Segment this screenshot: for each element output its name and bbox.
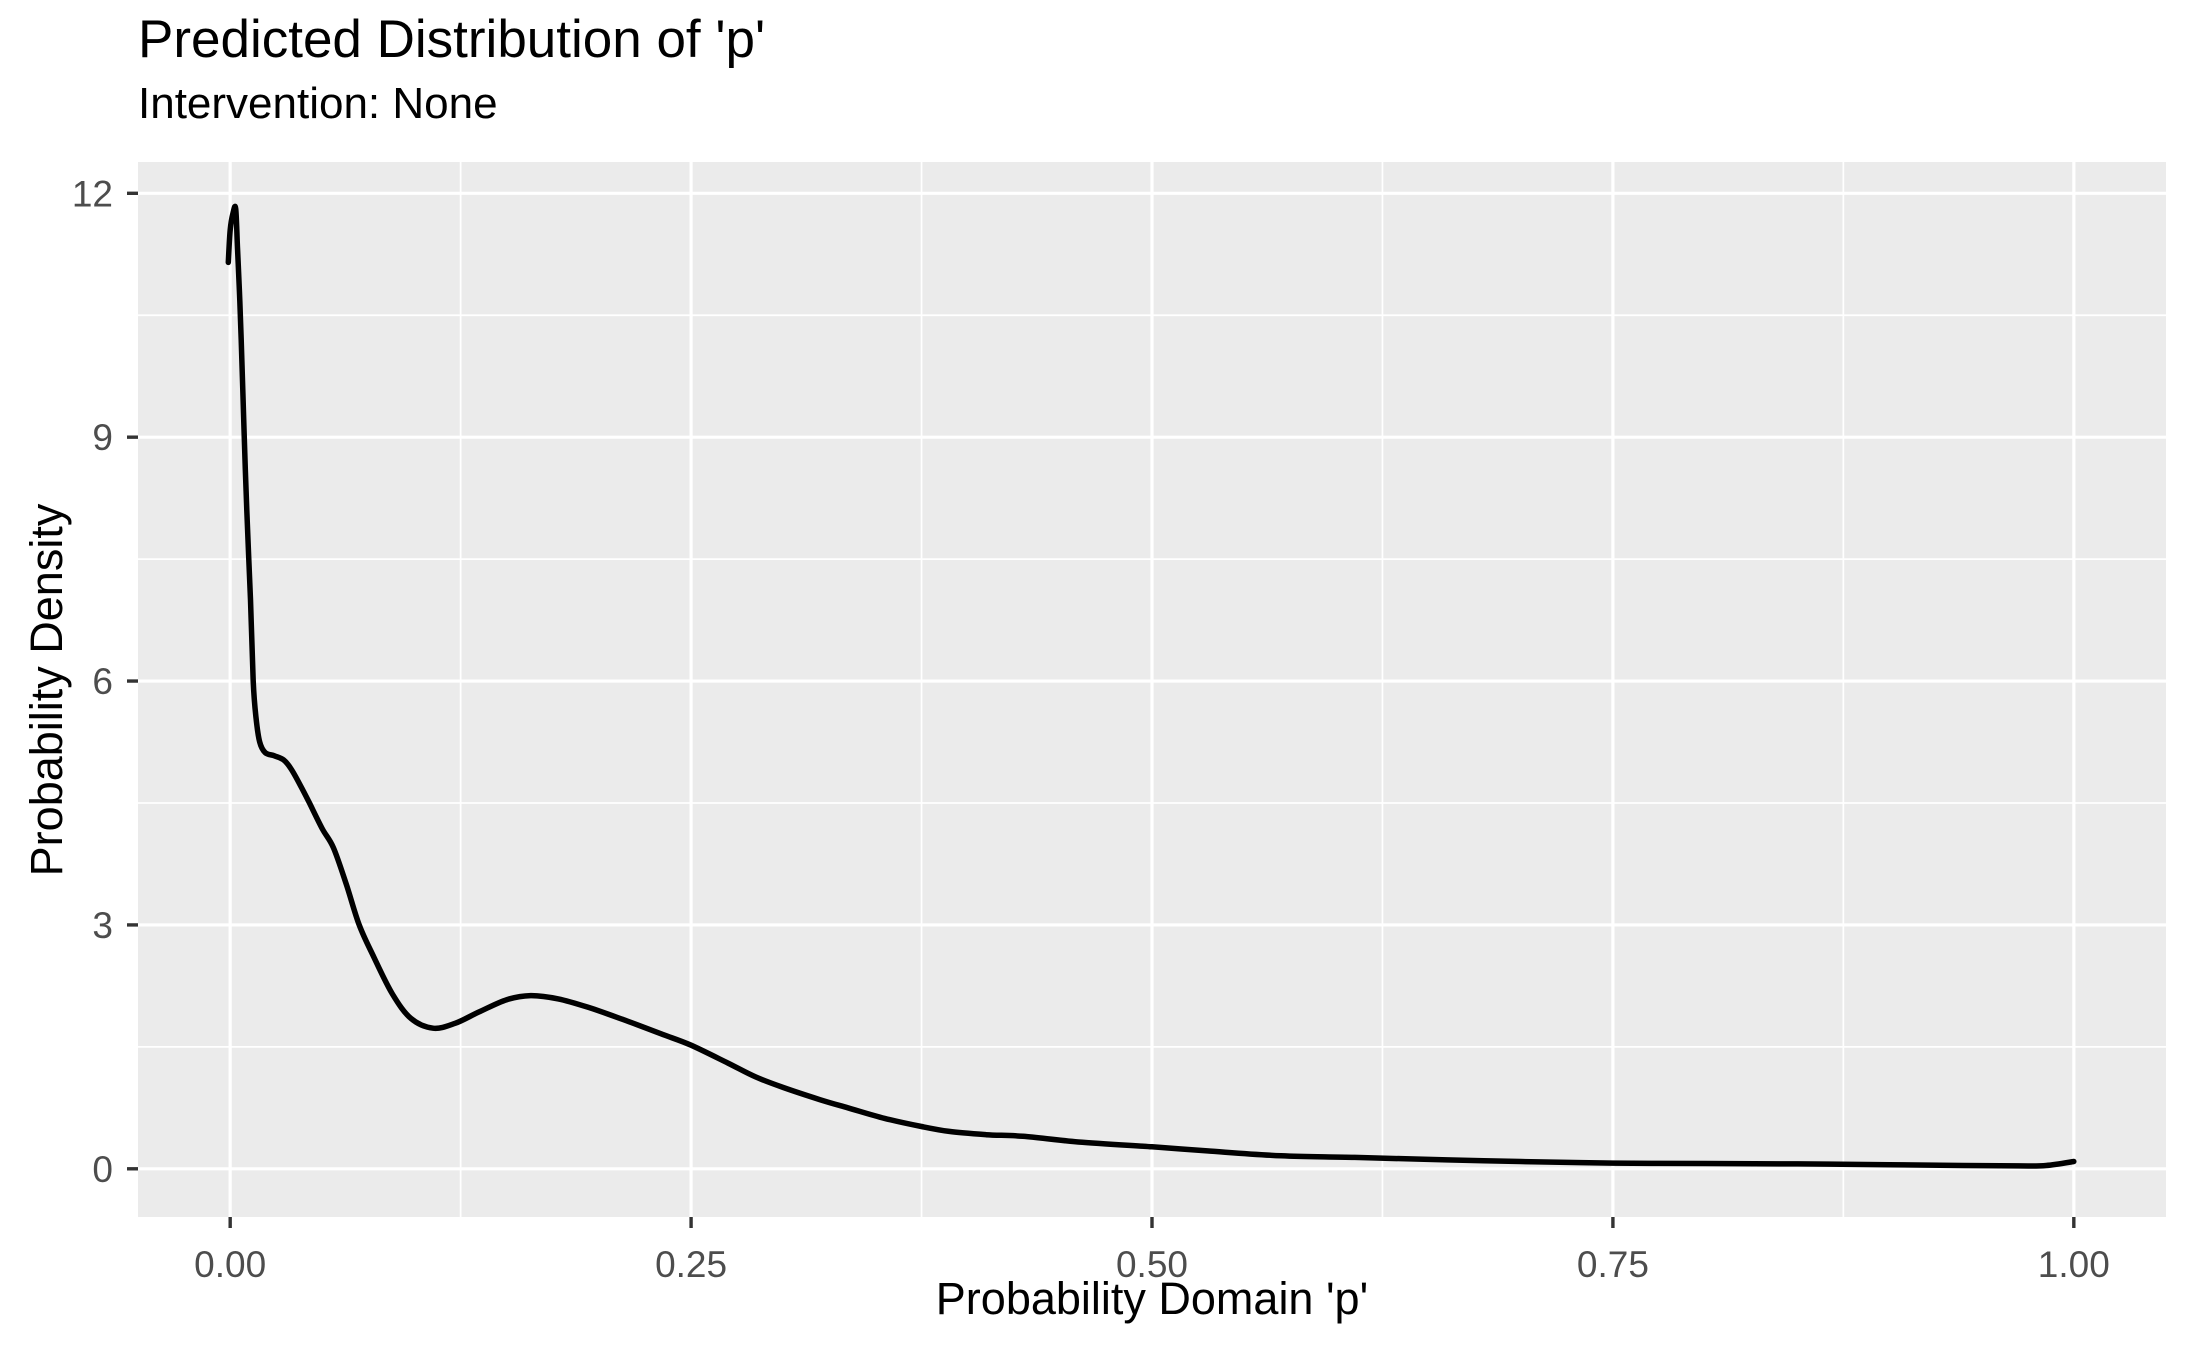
major-gridlines xyxy=(138,162,2166,1217)
x-tick-label: 0.25 xyxy=(655,1244,727,1285)
y-tick-label: 3 xyxy=(92,905,113,946)
x-tick-label: 0.75 xyxy=(1577,1244,1649,1285)
x-tick-label: 0.00 xyxy=(194,1244,266,1285)
chart-subtitle: Intervention: None xyxy=(138,79,498,128)
density-curve-layer xyxy=(225,203,2077,1169)
x-tick-label: 0.50 xyxy=(1116,1244,1188,1285)
x-tick-label: 1.00 xyxy=(2038,1244,2110,1285)
y-tick-label: 12 xyxy=(72,173,113,214)
y-tick-label: 0 xyxy=(92,1149,113,1190)
x-axis-title: Probability Domain 'p' xyxy=(935,1273,1369,1324)
y-axis-title: Probability Density xyxy=(21,503,72,877)
density-curve xyxy=(225,203,2077,1169)
y-tick-label: 9 xyxy=(92,417,113,458)
y-tick-label: 6 xyxy=(92,661,113,702)
axis-tick-marks xyxy=(127,191,2076,1228)
axis-tick-labels: 0.00 0.25 0.50 0.75 1.00 0 3 6 9 12 xyxy=(72,173,2110,1285)
chart-title: Predicted Distribution of 'p' xyxy=(138,10,766,69)
